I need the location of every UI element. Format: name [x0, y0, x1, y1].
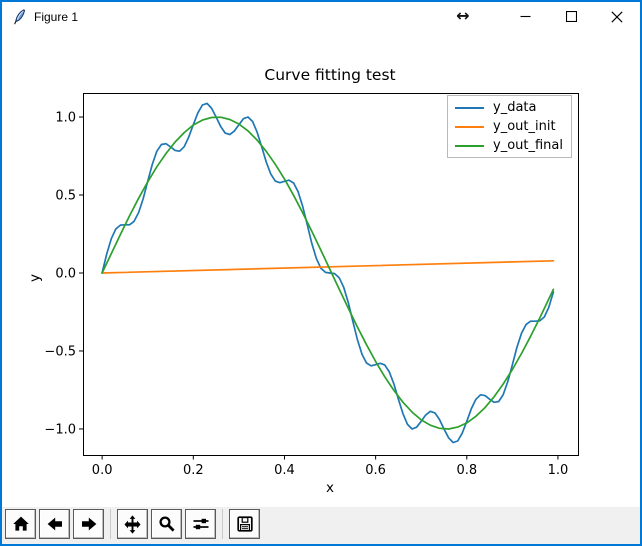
- matplotlib-feather-icon: [14, 8, 26, 24]
- title-bar[interactable]: Figure 1: [2, 2, 640, 31]
- figure-canvas[interactable]: Curve fitting test x y 0.0 0.2 0.4 0.6 0.8 1.…: [2, 31, 640, 507]
- x-tick-label: 1.0: [548, 463, 569, 478]
- window-title: Figure 1: [34, 9, 79, 24]
- legend-entry: y_out_init: [455, 117, 564, 136]
- pan-button[interactable]: [117, 509, 148, 539]
- legend: y_data y_out_init y_out_final: [447, 95, 572, 158]
- legend-label: y_out_final: [493, 138, 563, 153]
- y-tick-label: 0.0: [55, 266, 76, 281]
- zoom-button[interactable]: [151, 509, 182, 539]
- legend-line-sample: [455, 106, 484, 109]
- close-button[interactable]: [594, 2, 640, 31]
- x-tick-label: 0.6: [365, 463, 386, 478]
- y-axis-label: y: [27, 274, 43, 282]
- x-tick-label: 0.8: [456, 463, 477, 478]
- maximize-button[interactable]: [548, 2, 594, 31]
- x-axis-label: x: [326, 480, 334, 496]
- legend-label: y_data: [493, 100, 537, 115]
- window-controls: [502, 2, 640, 31]
- minimize-icon: [520, 15, 530, 18]
- forward-button[interactable]: [73, 509, 104, 539]
- axes-spines: [83, 93, 579, 456]
- home-button[interactable]: [5, 509, 36, 539]
- series-line-y_data: [101, 102, 555, 444]
- minimize-button[interactable]: [502, 2, 548, 31]
- legend-label: y_out_init: [493, 119, 556, 134]
- x-tick-label: 0.4: [274, 463, 295, 478]
- back-button[interactable]: [39, 509, 70, 539]
- toolbar-separator: [110, 509, 111, 539]
- configure-subplots-icon: [193, 518, 208, 530]
- configure-subplots-button[interactable]: [185, 509, 216, 539]
- chart-title: Curve fitting test: [264, 66, 395, 84]
- y-tick-label: 1.0: [55, 111, 76, 126]
- y-tick-label: 0.5: [55, 189, 76, 204]
- legend-line-sample: [455, 144, 484, 147]
- legend-line-sample: [455, 125, 484, 128]
- zoom-magnifier-icon: [158, 516, 175, 532]
- maximize-icon: [565, 11, 577, 22]
- navigation-toolbar: [2, 507, 640, 544]
- plot-area: Curve fitting test x y 0.0 0.2 0.4 0.6 0.8 1.…: [27, 66, 579, 496]
- forward-arrow-icon: [81, 517, 96, 531]
- horizontal-resize-cursor-icon: ↔: [456, 6, 470, 25]
- save-button[interactable]: [229, 509, 260, 539]
- y-tick-label: −0.5: [44, 344, 76, 359]
- x-tick-label: 0.0: [92, 463, 113, 478]
- y-tick-label: −1.0: [44, 422, 76, 437]
- toolbar-separator: [222, 509, 223, 539]
- legend-entry: y_data: [455, 98, 564, 117]
- home-icon: [12, 516, 29, 531]
- x-tick-label: 0.2: [183, 463, 204, 478]
- legend-entry: y_out_final: [455, 136, 564, 155]
- close-icon: [611, 10, 623, 23]
- back-arrow-icon: [47, 517, 62, 531]
- pan-icon: [124, 514, 141, 534]
- series-line-y_out_init: [101, 259, 555, 274]
- series-line-y_out_final: [101, 116, 555, 430]
- save-icon: [236, 516, 253, 532]
